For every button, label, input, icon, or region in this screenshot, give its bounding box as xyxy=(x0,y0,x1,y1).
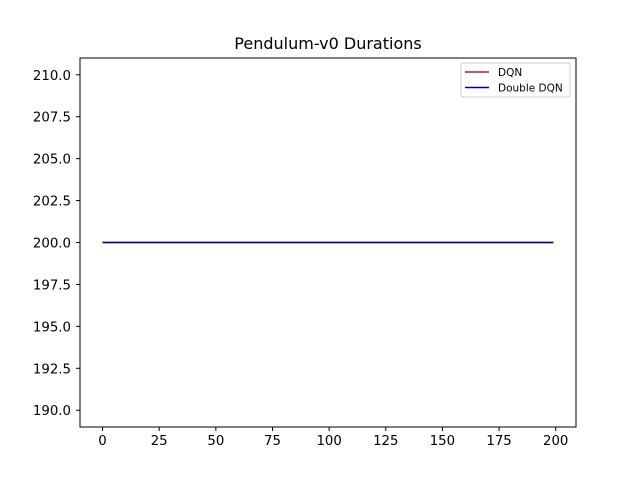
y-tick-label: 205.0 xyxy=(33,153,71,168)
x-tick-label: 50 xyxy=(207,434,224,449)
y-tick-label: 195.0 xyxy=(33,320,71,335)
x-tick-label: 200 xyxy=(543,434,568,449)
axis-ticks: 0 25 50 75 100 125 150 175 200 190.0 192.5 195.0 197… xyxy=(33,69,568,449)
x-tick-label: 100 xyxy=(316,434,341,449)
legend-label: DQN xyxy=(498,67,522,79)
x-tick-label: 0 xyxy=(98,434,106,449)
x-tick-label: 125 xyxy=(373,434,398,449)
x-tick-label: 25 xyxy=(151,434,168,449)
legend: DQN Double DQN xyxy=(460,62,571,98)
chart-title: Pendulum-v0 Durations xyxy=(234,34,421,53)
y-tick-label: 210.0 xyxy=(33,69,71,84)
y-tick-label: 202.5 xyxy=(33,195,71,210)
x-tick-label: 175 xyxy=(486,434,511,449)
legend-label: Double DQN xyxy=(498,83,563,95)
y-tick-label: 200.0 xyxy=(33,237,71,252)
x-tick-label: 75 xyxy=(264,434,281,449)
y-tick-label: 192.5 xyxy=(33,362,71,377)
y-tick-label: 197.5 xyxy=(33,278,71,293)
y-tick-label: 207.5 xyxy=(33,111,71,126)
x-tick-label: 150 xyxy=(430,434,455,449)
y-tick-label: 190.0 xyxy=(33,404,71,419)
